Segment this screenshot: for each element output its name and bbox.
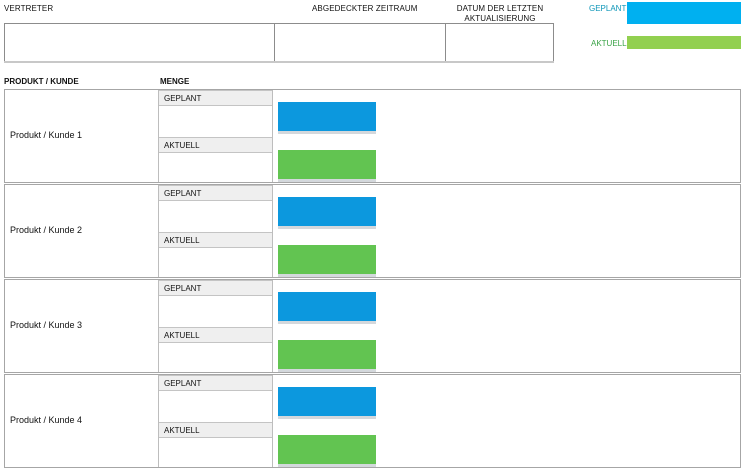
header-divider — [445, 24, 446, 61]
product-column-header: PRODUKT / KUNDE — [4, 77, 79, 86]
representative-field[interactable] — [5, 24, 274, 61]
planned-header: GEPLANT — [159, 185, 272, 201]
row-divider — [158, 375, 159, 467]
period-field[interactable] — [275, 24, 445, 61]
actual-bar-shadow — [278, 464, 376, 467]
planned-label: GEPLANT — [164, 94, 202, 103]
legend-planned-label: GEPLANT — [589, 4, 627, 13]
actual-header: AKTUELL — [159, 422, 272, 438]
actual-label: AKTUELL — [164, 426, 200, 435]
planned-header: GEPLANT — [159, 375, 272, 391]
product-row: Produkt / Kunde 2 GEPLANT AKTUELL — [4, 184, 741, 278]
actual-label: AKTUELL — [164, 141, 200, 150]
planned-bar-shadow — [278, 321, 376, 324]
actual-bar-shadow — [278, 274, 376, 277]
product-label: Produkt / Kunde 2 — [10, 225, 83, 235]
planned-bar — [278, 292, 376, 321]
actual-bar-shadow — [278, 369, 376, 372]
planned-quantity-field[interactable] — [159, 391, 272, 422]
product-row: Produkt / Kunde 3 GEPLANT AKTUELL — [4, 279, 741, 373]
actual-header: AKTUELL — [159, 327, 272, 343]
planned-header: GEPLANT — [159, 280, 272, 296]
planned-bar — [278, 387, 376, 416]
last-update-label-line2: AKTUALISIERUNG — [464, 14, 536, 23]
planned-label: GEPLANT — [164, 189, 202, 198]
planned-bar-shadow — [278, 131, 376, 134]
actual-quantity-field[interactable] — [159, 343, 272, 372]
actual-label: AKTUELL — [164, 236, 200, 245]
header-divider — [274, 24, 275, 61]
planned-bar-shadow — [278, 226, 376, 229]
actual-header: AKTUELL — [159, 232, 272, 248]
actual-quantity-field[interactable] — [159, 248, 272, 277]
actual-bar — [278, 245, 376, 274]
row-divider — [158, 90, 159, 182]
planned-bar — [278, 102, 376, 131]
planned-label: GEPLANT — [164, 284, 202, 293]
header-box-shadow — [4, 61, 554, 63]
actual-bar — [278, 435, 376, 464]
row-divider — [158, 185, 159, 277]
actual-bar — [278, 150, 376, 179]
planned-label: GEPLANT — [164, 379, 202, 388]
row-divider — [272, 375, 273, 467]
row-divider — [272, 185, 273, 277]
planned-quantity-field[interactable] — [159, 106, 272, 137]
quantity-column-header: MENGE — [160, 77, 190, 86]
last-update-label: DATUM DER LETZTEN AKTUALISIERUNG — [444, 4, 556, 24]
legend-actual-label: AKTUELL — [591, 39, 627, 48]
planned-bar — [278, 197, 376, 226]
planned-quantity-field[interactable] — [159, 201, 272, 232]
last-update-field[interactable] — [446, 24, 553, 61]
product-label: Produkt / Kunde 1 — [10, 130, 83, 140]
product-row: Produkt / Kunde 4 GEPLANT AKTUELL — [4, 374, 741, 468]
product-label: Produkt / Kunde 4 — [10, 415, 83, 425]
actual-header: AKTUELL — [159, 137, 272, 153]
planned-quantity-field[interactable] — [159, 296, 272, 327]
legend-actual-swatch — [627, 36, 741, 49]
planned-bar-shadow — [278, 416, 376, 419]
row-divider — [272, 90, 273, 182]
planned-header: GEPLANT — [159, 90, 272, 106]
actual-quantity-field[interactable] — [159, 438, 272, 467]
product-row: Produkt / Kunde 1 GEPLANT AKTUELL — [4, 89, 741, 183]
actual-label: AKTUELL — [164, 331, 200, 340]
representative-label: VERTRETER — [4, 4, 54, 13]
legend-planned-swatch — [627, 2, 741, 24]
product-label: Produkt / Kunde 3 — [10, 320, 83, 330]
period-label: ABGEDECKTER ZEITRAUM — [312, 4, 418, 13]
header-input-box — [4, 23, 554, 62]
actual-quantity-field[interactable] — [159, 153, 272, 182]
actual-bar-shadow — [278, 179, 376, 182]
row-divider — [272, 280, 273, 372]
actual-bar — [278, 340, 376, 369]
last-update-label-line1: DATUM DER LETZTEN — [456, 4, 544, 13]
row-divider — [158, 280, 159, 372]
